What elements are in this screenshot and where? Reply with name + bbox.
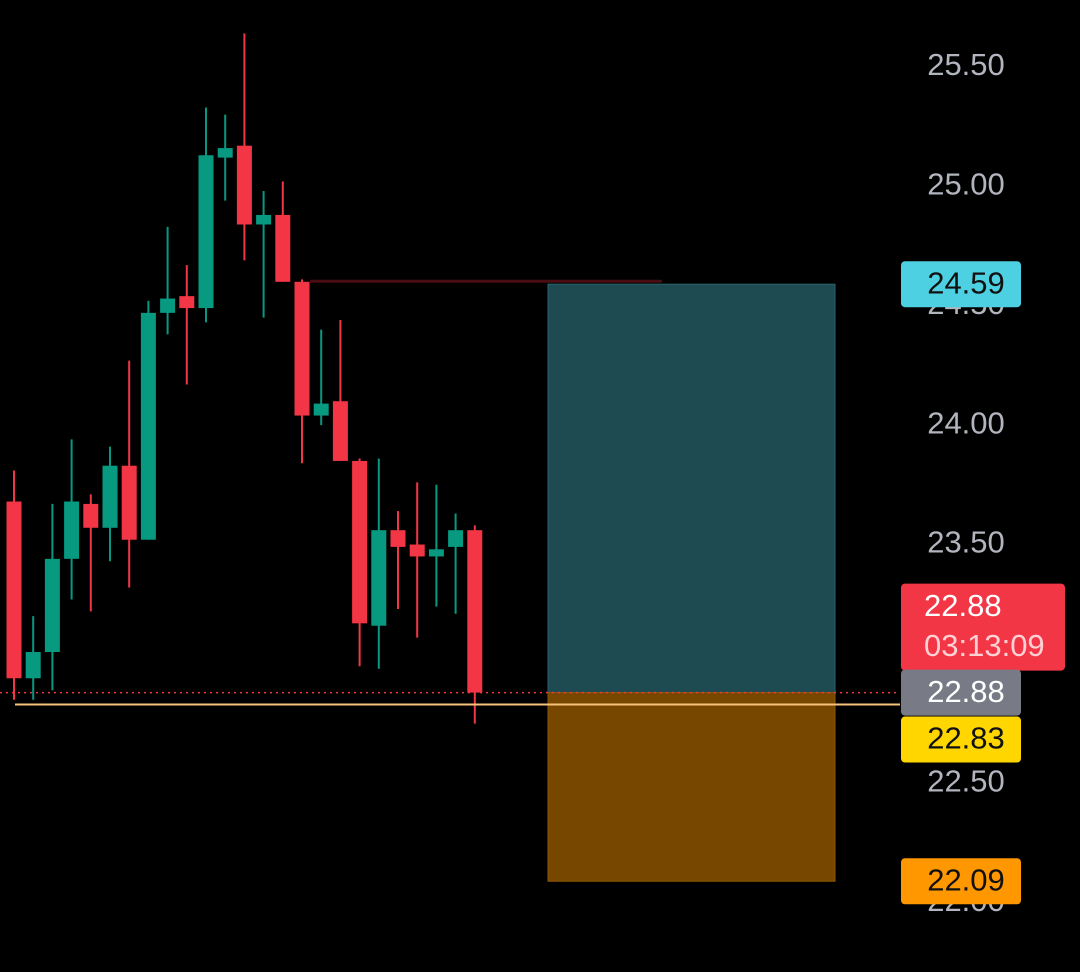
candle-body bbox=[44, 558, 60, 652]
candle-body bbox=[448, 530, 464, 547]
candle-body bbox=[371, 530, 387, 626]
line-label: 22.83 bbox=[927, 721, 1005, 756]
target-label-box bbox=[901, 261, 1021, 308]
stop-zone bbox=[547, 692, 836, 882]
stop-label-box bbox=[901, 858, 1021, 905]
y-tick-label: 22.50 bbox=[927, 764, 1005, 799]
candle-body bbox=[256, 214, 272, 225]
candle-body bbox=[390, 530, 406, 547]
candle-body bbox=[6, 501, 22, 679]
y-tick-label: 25.00 bbox=[927, 166, 1005, 201]
entry-label-box bbox=[901, 669, 1021, 716]
candle-body bbox=[275, 214, 291, 282]
candle-body bbox=[25, 651, 41, 679]
candle-body bbox=[409, 544, 425, 557]
candle-body bbox=[294, 281, 310, 416]
countdown: 03:13:09 bbox=[924, 628, 1045, 663]
candle-body bbox=[102, 465, 118, 528]
candle-body bbox=[83, 503, 99, 528]
last-price-label: 22.88 bbox=[924, 588, 1002, 623]
candle-body bbox=[428, 549, 444, 557]
candle-body bbox=[160, 298, 176, 313]
candle-body bbox=[236, 145, 252, 225]
y-tick-label: 25.50 bbox=[927, 47, 1005, 82]
candle-body bbox=[198, 155, 214, 309]
entry-label: 22.88 bbox=[927, 674, 1005, 709]
stop-label: 22.09 bbox=[927, 862, 1005, 897]
last-price-box bbox=[901, 583, 1065, 671]
y-tick-label: 24.00 bbox=[927, 405, 1005, 440]
candle-body bbox=[140, 312, 156, 540]
y-tick-label: 23.50 bbox=[927, 525, 1005, 560]
candle-body bbox=[332, 401, 348, 461]
candle-body bbox=[352, 460, 368, 624]
line-label-box bbox=[901, 716, 1021, 763]
candle-body bbox=[467, 530, 483, 693]
candle-body bbox=[179, 296, 195, 309]
candle-body bbox=[313, 403, 329, 416]
target-label: 24.59 bbox=[927, 265, 1005, 300]
target-zone bbox=[547, 283, 836, 694]
candle-body bbox=[64, 501, 80, 559]
candle-body bbox=[217, 148, 233, 158]
candle-body bbox=[121, 465, 137, 540]
